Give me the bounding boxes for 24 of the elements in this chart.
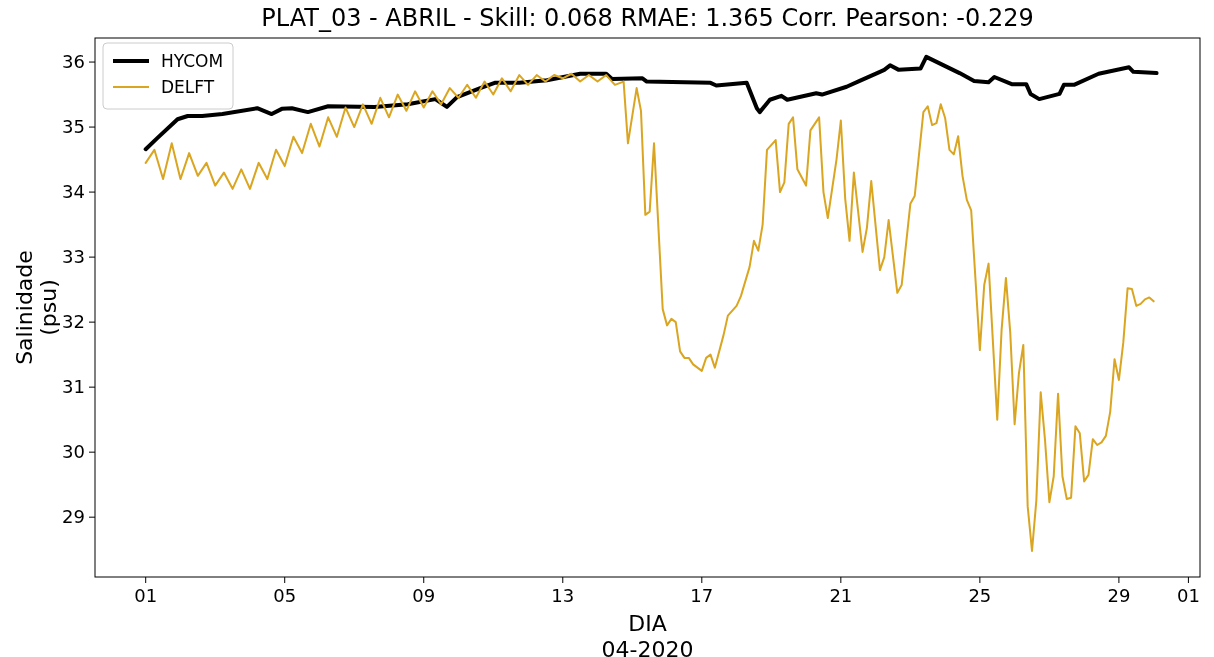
- x-axis-title: DIA 04-2020: [601, 611, 694, 657]
- x-tick-label: 05: [273, 585, 297, 606]
- x-tick-label: 01: [134, 585, 158, 606]
- x-tick-label: 17: [690, 585, 714, 606]
- legend-label: HYCOM: [161, 51, 224, 71]
- x-tick-label: 13: [551, 585, 575, 606]
- x-tick-label: 29: [1107, 585, 1131, 606]
- y-tick-label: 35: [62, 116, 85, 138]
- x-tick-label: 21: [829, 585, 853, 606]
- legend-label: DELFT: [161, 77, 215, 97]
- y-tick-label: 36: [62, 51, 85, 73]
- y-tick-label: 34: [62, 181, 85, 203]
- x-tick-label: 25: [968, 585, 992, 606]
- y-tick-label: 29: [62, 506, 85, 528]
- y-tick-label: 30: [62, 441, 85, 463]
- x-tick-label: 09: [412, 585, 436, 606]
- y-tick-label: 33: [62, 246, 85, 268]
- x-tick-label: 01: [1176, 585, 1200, 606]
- chart-title: PLAT_03 - ABRIL - Skill: 0.068 RMAE: 1.365 Corr. Pearson: -0.229: [261, 4, 1034, 32]
- line-series: [143, 54, 1159, 152]
- y-tick-label: 32: [62, 311, 85, 333]
- line-series: [144, 72, 1155, 552]
- y-axis-title: Salinidade (psu): [12, 250, 61, 365]
- y-tick-label: 31: [62, 376, 85, 398]
